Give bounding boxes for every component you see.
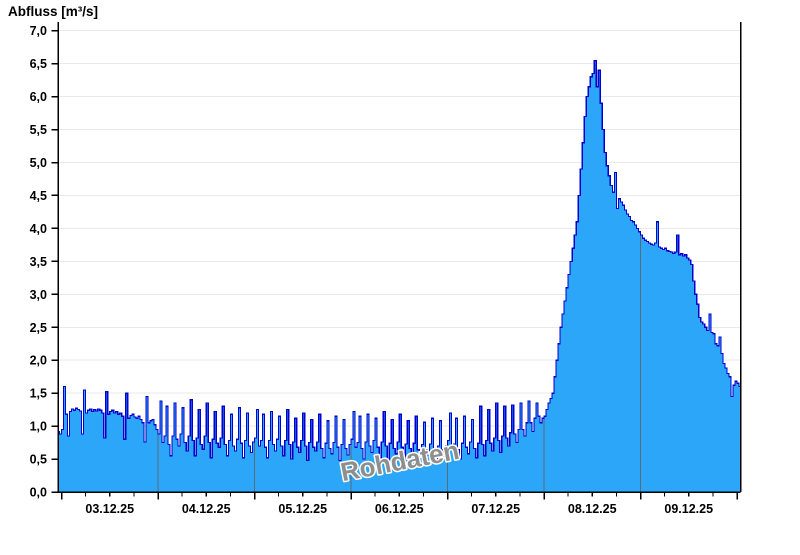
y-axis-title: Abfluss [m³/s] [8, 4, 98, 19]
x-tick-label: 06.12.25 [375, 502, 424, 516]
discharge-area [58, 60, 741, 492]
y-tick-label: 1,0 [30, 420, 47, 434]
discharge-line [58, 59, 741, 463]
y-tick-label: 6,0 [30, 90, 47, 104]
discharge-area-series [58, 60, 741, 492]
y-tick-label: 3,5 [30, 255, 47, 269]
line-group [58, 59, 741, 463]
y-tick-label: 4,5 [30, 189, 47, 203]
horizontal-gridlines [58, 30, 741, 460]
y-tick-label: 0,0 [30, 486, 47, 500]
y-tick-label: 0,5 [30, 453, 47, 467]
x-tick-label: 03.12.25 [85, 502, 134, 516]
y-tick-label: 3,0 [30, 288, 47, 302]
y-tick-label: 2,0 [30, 354, 47, 368]
y-tick-label: 2,5 [30, 321, 47, 335]
area-group [58, 60, 741, 492]
x-tick-label: 04.12.25 [182, 502, 231, 516]
x-tick-label: 08.12.25 [568, 502, 617, 516]
tick-labels: 0,0 0,5 1,0 1,5 2,0 2,5 3,0 3,5 4,0 4,5 5,0 5,5 6,0 6… [30, 24, 714, 516]
axes-and-ticks [51, 22, 742, 500]
x-tick-label: 09.12.25 [664, 502, 713, 516]
x-tick-label: 05.12.25 [278, 502, 327, 516]
x-tick-label: 07.12.25 [471, 502, 520, 516]
y-tick-label: 5,0 [30, 156, 47, 170]
y-tick-label: 7,0 [30, 24, 47, 38]
y-tick-label: 1,5 [30, 387, 47, 401]
discharge-line-series [58, 59, 741, 463]
y-tick-label: 4,0 [30, 222, 47, 236]
y-tick-label: 5,5 [30, 123, 47, 137]
y-tick-label: 6,5 [30, 57, 47, 71]
